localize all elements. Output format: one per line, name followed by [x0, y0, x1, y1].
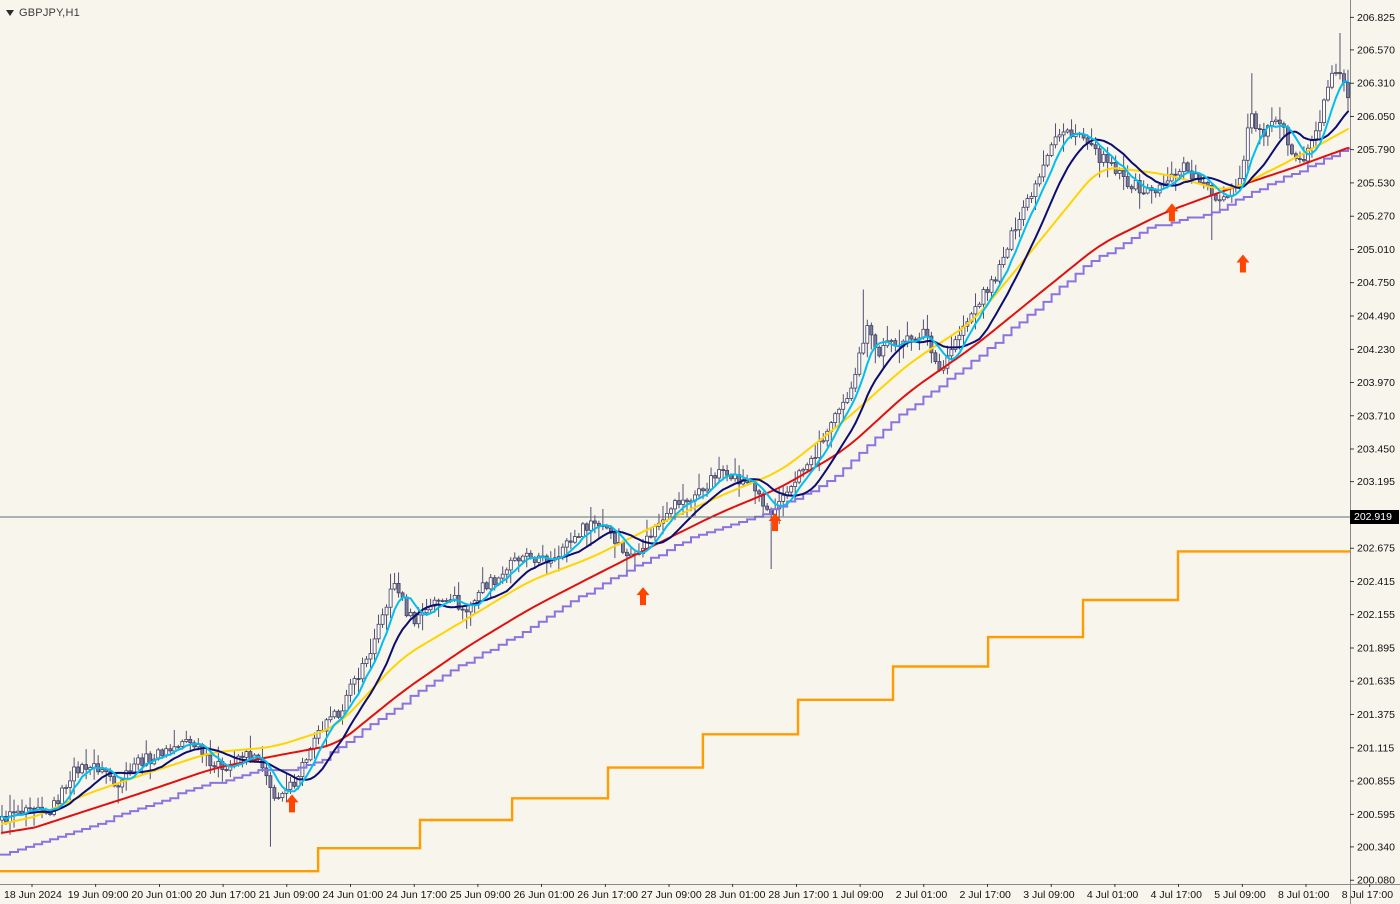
price-tick-label: 204.750: [1357, 277, 1395, 289]
time-tick-label: 4 Jul 17:00: [1151, 889, 1203, 901]
time-tick-label: 1 Jul 09:00: [832, 889, 884, 901]
time-tick-label: 4 Jul 01:00: [1087, 889, 1139, 901]
price-tick-label: 206.825: [1357, 12, 1395, 24]
buy-signal-arrow-icon: [768, 512, 782, 531]
buy-signal-arrow-icon: [1165, 203, 1179, 222]
time-tick-label: 19 Jun 09:00: [68, 889, 129, 901]
price-tick-label: 203.710: [1357, 410, 1395, 422]
time-tick-label: 24 Jun 01:00: [323, 889, 384, 901]
price-tick-label: 205.790: [1357, 144, 1395, 156]
price-tick-label: 203.970: [1357, 377, 1395, 389]
symbol-dropdown-icon[interactable]: [6, 10, 14, 16]
time-tick-label: 20 Jun 01:00: [131, 889, 192, 901]
orange-step-line: [0, 550, 1350, 873]
symbol-label: GBPJPY,H1: [6, 7, 80, 19]
price-tick-label: 201.115: [1357, 742, 1394, 754]
cyan-ma-line: [1, 80, 1349, 821]
navy-ma-line: [1, 110, 1349, 821]
buy-signal-arrow-icon: [285, 794, 299, 813]
price-tick-label: 205.010: [1357, 244, 1395, 256]
time-tick-label: 8 Jul 17:00: [1342, 889, 1394, 901]
buy-signal-arrow-icon: [1236, 254, 1250, 273]
time-tick-label: 18 Jun 2024: [4, 889, 62, 901]
time-tick-label: 28 Jun 17:00: [768, 889, 829, 901]
time-tick-label: 8 Jul 01:00: [1278, 889, 1330, 901]
time-axis[interactable]: 18 Jun 2024 19 Jun 09:00 20 Jun 01:00 20 Ju…: [4, 884, 1393, 901]
price-tick-label: 202.415: [1357, 576, 1395, 588]
time-tick-label: 2 Jul 01:00: [896, 889, 948, 901]
symbol-name: GBPJPY,H1: [19, 7, 80, 19]
time-tick-label: 28 Jun 01:00: [705, 889, 766, 901]
price-tick-label: 201.635: [1357, 676, 1395, 688]
time-tick-label: 5 Jul 09:00: [1214, 889, 1266, 901]
price-tick-label: 206.310: [1357, 78, 1395, 90]
time-tick-label: 25 Jun 09:00: [450, 889, 511, 901]
time-tick-label: 26 Jun 01:00: [514, 889, 575, 901]
time-tick-label: 21 Jun 09:00: [259, 889, 320, 901]
time-tick-label: 2 Jul 17:00: [960, 889, 1012, 901]
time-tick-label: 27 Jun 09:00: [641, 889, 702, 901]
time-tick-label: 24 Jun 17:00: [386, 889, 447, 901]
price-tick-label: 204.490: [1357, 311, 1395, 323]
time-tick-label: 3 Jul 09:00: [1023, 889, 1075, 901]
price-tick-label: 206.570: [1357, 44, 1395, 56]
buy-signal-arrow-icon: [636, 587, 650, 606]
price-tick-label: 204.230: [1357, 344, 1395, 356]
price-tick-label: 200.080: [1357, 875, 1395, 887]
price-tick-label: 203.450: [1357, 444, 1395, 456]
time-tick-label: 20 Jun 17:00: [195, 889, 256, 901]
price-tick-label: 200.595: [1357, 809, 1395, 821]
current-price-label: 202.919: [1350, 510, 1399, 524]
purple-trailing-line: [0, 147, 1350, 856]
price-tick-label: 203.195: [1357, 476, 1395, 488]
price-tick-label: 206.050: [1357, 111, 1395, 123]
price-tick-label: 205.530: [1357, 177, 1395, 189]
price-tick-label: 205.270: [1357, 211, 1395, 223]
price-tick-label: 202.675: [1357, 543, 1395, 555]
price-axis[interactable]: 206.825 206.570 206.310 206.050 205.790 205.5…: [1350, 12, 1395, 887]
price-tick-label: 201.375: [1357, 709, 1395, 721]
price-tick-label: 201.895: [1357, 643, 1395, 655]
price-tick-label: 200.855: [1357, 776, 1395, 788]
time-tick-label: 26 Jun 17:00: [577, 889, 638, 901]
price-tick-label: 202.155: [1357, 609, 1395, 621]
red-ma-line: [1, 146, 1349, 834]
price-tick-label: 200.340: [1357, 841, 1395, 853]
